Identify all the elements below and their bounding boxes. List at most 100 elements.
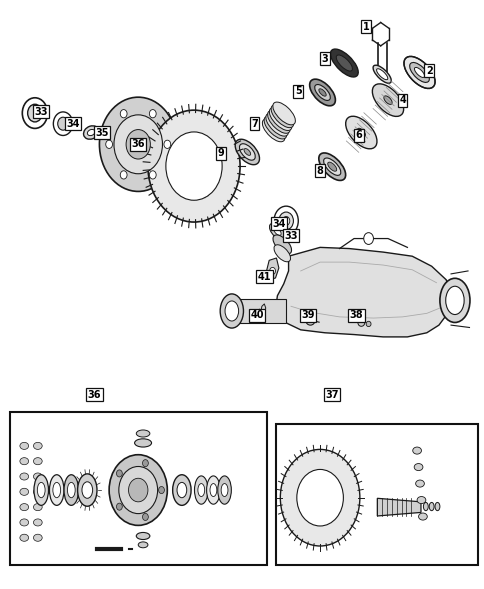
Polygon shape	[265, 258, 278, 280]
Ellipse shape	[272, 235, 291, 254]
Text: 38: 38	[349, 310, 363, 320]
Ellipse shape	[413, 464, 422, 471]
Ellipse shape	[83, 126, 99, 139]
Circle shape	[119, 466, 157, 514]
Text: 2: 2	[425, 66, 432, 75]
Ellipse shape	[296, 469, 343, 526]
Ellipse shape	[20, 488, 29, 495]
Text: 4: 4	[398, 95, 405, 105]
Circle shape	[192, 173, 210, 194]
Ellipse shape	[243, 148, 250, 155]
Ellipse shape	[77, 474, 97, 507]
Ellipse shape	[416, 497, 425, 504]
Ellipse shape	[172, 475, 191, 505]
Ellipse shape	[403, 57, 434, 88]
Ellipse shape	[148, 110, 240, 222]
Ellipse shape	[414, 67, 424, 78]
Ellipse shape	[28, 104, 42, 122]
Ellipse shape	[273, 227, 281, 236]
Ellipse shape	[136, 532, 150, 540]
Ellipse shape	[225, 301, 238, 321]
Circle shape	[142, 514, 148, 521]
Ellipse shape	[82, 482, 92, 498]
Ellipse shape	[20, 534, 29, 541]
Ellipse shape	[264, 116, 286, 139]
Ellipse shape	[318, 89, 326, 96]
Ellipse shape	[280, 449, 359, 546]
Ellipse shape	[282, 216, 289, 226]
Text: 39: 39	[301, 310, 314, 320]
Ellipse shape	[272, 102, 295, 125]
Bar	[10, 412, 266, 565]
Ellipse shape	[37, 482, 45, 498]
Ellipse shape	[134, 439, 151, 447]
Ellipse shape	[323, 158, 340, 176]
Circle shape	[164, 140, 170, 148]
Text: 33: 33	[34, 107, 48, 117]
Ellipse shape	[33, 504, 42, 511]
Text: 37: 37	[325, 390, 338, 399]
Polygon shape	[200, 148, 242, 191]
Ellipse shape	[273, 206, 298, 236]
Circle shape	[128, 478, 148, 502]
Circle shape	[158, 487, 164, 494]
Ellipse shape	[383, 96, 392, 104]
Ellipse shape	[428, 502, 433, 511]
Text: 34: 34	[272, 219, 285, 229]
Ellipse shape	[136, 430, 150, 437]
Ellipse shape	[418, 513, 426, 520]
Ellipse shape	[197, 484, 204, 497]
Ellipse shape	[439, 279, 469, 323]
Circle shape	[363, 233, 373, 244]
Circle shape	[120, 171, 127, 179]
Ellipse shape	[335, 55, 352, 71]
Text: 6: 6	[355, 131, 362, 140]
Ellipse shape	[269, 223, 285, 240]
Text: 36: 36	[88, 390, 101, 399]
Ellipse shape	[210, 484, 216, 497]
Ellipse shape	[58, 117, 68, 130]
Ellipse shape	[345, 116, 376, 149]
Ellipse shape	[194, 476, 208, 504]
Text: 7: 7	[251, 119, 257, 128]
Ellipse shape	[138, 542, 148, 548]
Ellipse shape	[262, 119, 284, 142]
Ellipse shape	[267, 111, 289, 133]
Ellipse shape	[20, 473, 29, 480]
Ellipse shape	[305, 317, 314, 325]
Circle shape	[126, 130, 150, 159]
Ellipse shape	[235, 139, 259, 165]
Ellipse shape	[33, 488, 42, 495]
Text: 5: 5	[294, 87, 301, 96]
Ellipse shape	[221, 484, 227, 497]
Text: 36: 36	[131, 140, 145, 149]
Text: 1: 1	[362, 22, 369, 31]
Ellipse shape	[33, 473, 42, 480]
Ellipse shape	[33, 442, 42, 449]
Ellipse shape	[314, 84, 330, 101]
Ellipse shape	[33, 458, 42, 465]
Ellipse shape	[265, 113, 288, 136]
Ellipse shape	[278, 212, 293, 230]
Ellipse shape	[372, 84, 403, 117]
Ellipse shape	[87, 130, 95, 135]
Circle shape	[120, 110, 127, 118]
Ellipse shape	[239, 144, 255, 160]
Bar	[276, 424, 477, 565]
Ellipse shape	[327, 162, 336, 171]
Circle shape	[142, 459, 148, 466]
Text: 9: 9	[217, 148, 224, 158]
Ellipse shape	[445, 286, 463, 315]
Ellipse shape	[376, 69, 387, 80]
Ellipse shape	[415, 480, 424, 487]
Circle shape	[149, 110, 156, 118]
Circle shape	[99, 97, 177, 191]
Ellipse shape	[255, 311, 263, 318]
Text: 8: 8	[316, 166, 323, 176]
Ellipse shape	[309, 79, 335, 106]
Ellipse shape	[330, 49, 358, 77]
Ellipse shape	[33, 519, 42, 526]
Bar	[232, 299, 286, 323]
Ellipse shape	[174, 140, 184, 154]
Ellipse shape	[20, 504, 29, 511]
